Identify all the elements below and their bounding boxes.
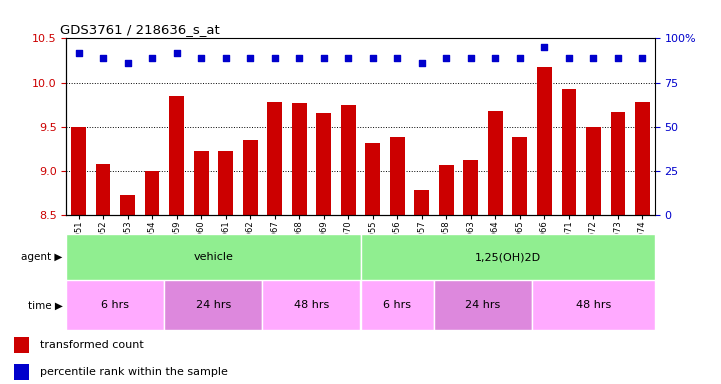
Bar	[360, 280, 434, 330]
Bar	[611, 112, 625, 215]
Text: 48 hrs: 48 hrs	[576, 300, 611, 310]
Bar	[194, 151, 208, 215]
Bar	[415, 190, 429, 215]
Point	[146, 55, 158, 61]
Bar	[145, 171, 159, 215]
Point	[465, 55, 477, 61]
Bar	[267, 102, 282, 215]
Bar	[464, 160, 478, 215]
Point	[392, 55, 403, 61]
Point	[195, 55, 207, 61]
Text: 48 hrs: 48 hrs	[294, 300, 329, 310]
Bar	[341, 104, 355, 215]
Point	[490, 55, 501, 61]
Point	[122, 60, 133, 66]
Point	[441, 55, 452, 61]
Point	[73, 50, 84, 56]
Point	[171, 50, 182, 56]
Bar	[169, 96, 184, 215]
Bar	[14, 337, 29, 353]
Bar	[218, 151, 233, 215]
Text: transformed count: transformed count	[40, 340, 143, 350]
Bar	[96, 164, 110, 215]
Text: agent ▶: agent ▶	[22, 252, 63, 262]
Bar	[532, 280, 655, 330]
Bar	[292, 103, 306, 215]
Text: GDS3761 / 218636_s_at: GDS3761 / 218636_s_at	[61, 23, 220, 36]
Bar	[14, 364, 29, 380]
Point	[588, 55, 599, 61]
Bar	[262, 280, 360, 330]
Text: 6 hrs: 6 hrs	[102, 300, 129, 310]
Bar	[66, 280, 164, 330]
Text: 6 hrs: 6 hrs	[384, 300, 411, 310]
Text: percentile rank within the sample: percentile rank within the sample	[40, 367, 228, 377]
Point	[97, 55, 109, 61]
Bar	[164, 280, 262, 330]
Bar	[120, 195, 135, 215]
Bar	[71, 127, 86, 215]
Text: 24 hrs: 24 hrs	[196, 300, 231, 310]
Point	[244, 55, 256, 61]
Point	[269, 55, 280, 61]
Text: 1,25(OH)2D: 1,25(OH)2D	[474, 252, 541, 262]
Point	[367, 55, 379, 61]
Text: 24 hrs: 24 hrs	[466, 300, 500, 310]
Bar	[513, 137, 527, 215]
Point	[220, 55, 231, 61]
Point	[612, 55, 624, 61]
Bar	[360, 234, 655, 280]
Text: time ▶: time ▶	[28, 300, 63, 310]
Text: vehicle: vehicle	[193, 252, 234, 262]
Bar	[434, 280, 532, 330]
Point	[514, 55, 526, 61]
Bar	[537, 67, 552, 215]
Bar	[586, 127, 601, 215]
Bar	[562, 89, 576, 215]
Point	[416, 60, 428, 66]
Bar	[390, 137, 404, 215]
Point	[293, 55, 305, 61]
Bar	[635, 102, 650, 215]
Point	[318, 55, 329, 61]
Bar	[366, 142, 380, 215]
Point	[563, 55, 575, 61]
Bar	[317, 113, 331, 215]
Bar	[488, 111, 503, 215]
Point	[539, 44, 550, 50]
Bar	[66, 234, 360, 280]
Bar	[439, 165, 454, 215]
Point	[637, 55, 648, 61]
Bar	[243, 140, 257, 215]
Point	[342, 55, 354, 61]
